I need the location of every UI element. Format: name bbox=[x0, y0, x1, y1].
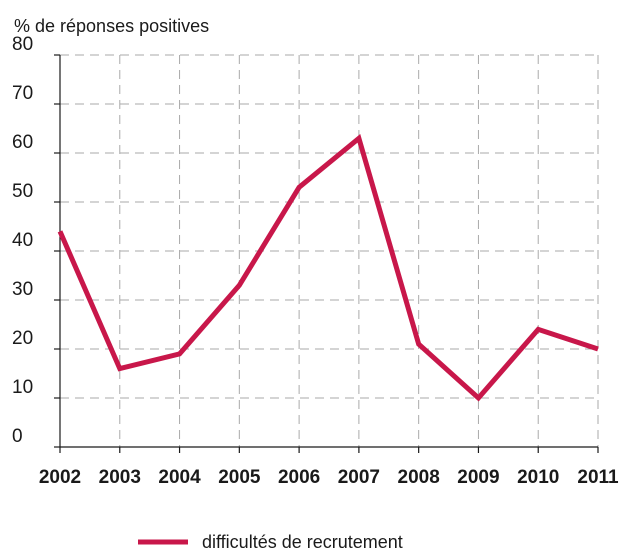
legend-label: difficultés de recrutement bbox=[202, 532, 403, 551]
x-tick-labels: 2002 2003 2004 2005 2006 2007 2008 2009 2010 2011 bbox=[39, 467, 619, 488]
series bbox=[57, 133, 599, 402]
y-tick-label: 50 bbox=[12, 181, 33, 202]
y-tick-label: 70 bbox=[12, 83, 33, 104]
y-tick-label: 60 bbox=[12, 132, 33, 153]
y-tick-label: 10 bbox=[12, 377, 33, 398]
x-tick-label: 2002 bbox=[39, 467, 81, 488]
y-tick-label: 80 bbox=[12, 34, 33, 55]
x-tick-label: 2010 bbox=[517, 467, 559, 488]
x-tick-label: 2004 bbox=[158, 467, 201, 488]
series-line bbox=[57, 133, 599, 402]
x-tick-label: 2009 bbox=[457, 467, 499, 488]
y-tick-label: 30 bbox=[12, 279, 33, 300]
x-tick-label: 2007 bbox=[338, 467, 380, 488]
y-axis-title: % de réponses positives bbox=[14, 16, 209, 36]
legend: difficultés de recrutement bbox=[138, 532, 403, 551]
x-tick-label: 2003 bbox=[99, 467, 141, 488]
x-tick-label: 2006 bbox=[278, 467, 320, 488]
x-tick-label: 2008 bbox=[398, 467, 440, 488]
y-tick-labels: 0 10 20 30 40 50 60 70 80 bbox=[12, 34, 33, 447]
grid bbox=[60, 54, 599, 447]
y-tick-label: 20 bbox=[12, 328, 33, 349]
x-tick-label: 2005 bbox=[218, 467, 261, 488]
y-tick-label: 0 bbox=[12, 426, 23, 447]
axes bbox=[54, 54, 599, 453]
x-tick-label: 2011 bbox=[577, 467, 619, 488]
y-tick-label: 40 bbox=[12, 230, 33, 251]
